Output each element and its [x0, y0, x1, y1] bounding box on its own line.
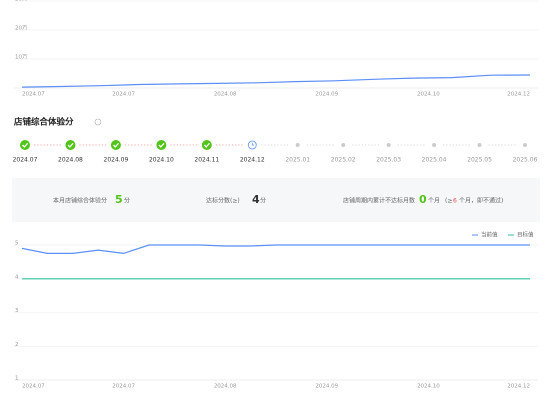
timeline-month: 2025.06: [513, 157, 538, 164]
y-tick-label: 20万: [15, 25, 28, 32]
status-future-icon: [523, 143, 527, 147]
timeline-month: 2024.09: [104, 157, 129, 164]
check-mark: [22, 142, 29, 148]
summary-value: 5: [115, 193, 123, 206]
summary-unit: 个月: [428, 198, 440, 205]
timeline-month: 2024.11: [194, 157, 219, 164]
summary-value: 4: [252, 193, 260, 206]
summary-unit: 分: [260, 197, 266, 205]
x-tick-label: 2024.09: [315, 92, 338, 98]
x-tick-label: 2024.07: [22, 92, 45, 98]
timeline-month: 2024.10: [149, 157, 174, 164]
timeline-month: 2024.08: [58, 157, 83, 164]
status-future-icon: [295, 143, 300, 147]
summary-label: 本月店铺综合体验分: [53, 197, 107, 205]
y-tick-label: 1: [15, 376, 19, 382]
clock-hand: [251, 142, 255, 146]
timeline-month: 2025.03: [376, 157, 401, 164]
x-tick-label: 2024.08: [214, 384, 237, 390]
status-done-icon: [20, 140, 30, 150]
timeline-month: 2024.12: [240, 157, 265, 164]
x-tick-label: 2024.12: [507, 92, 530, 98]
timeline-month: 2025.02: [331, 157, 356, 164]
line-series: [21, 74, 531, 88]
legend-label: 目标值: [517, 231, 534, 239]
y-tick-label: 10万: [15, 54, 28, 61]
x-tick-label: 2024.07: [112, 384, 135, 390]
check-mark: [113, 142, 119, 148]
check-mark: [203, 142, 210, 148]
x-tick-label: 2024.07: [22, 384, 45, 390]
summary-rule: 6: [453, 198, 457, 205]
check-mark: [158, 142, 165, 148]
timeline-month: 2025.05: [467, 157, 492, 164]
summary-value: 0: [419, 193, 427, 206]
y-tick-label: 3: [15, 308, 19, 314]
x-tick-label: 2024.12: [507, 384, 530, 390]
status-done-icon: [110, 140, 121, 150]
y-tick-label: 5: [15, 241, 19, 247]
line-series: [21, 244, 530, 255]
check-mark: [67, 142, 74, 148]
status-done-icon: [65, 140, 76, 150]
summary-label: 店铺周期内累计不达标月数: [343, 197, 415, 205]
x-tick-label: 2024.07: [112, 92, 135, 98]
summary-box: [12, 178, 540, 222]
y-tick-label: 2: [15, 342, 19, 348]
summary-rule: (≥: [445, 198, 452, 205]
timeline-month: 2025.01: [285, 157, 310, 164]
status-future-icon: [341, 143, 346, 147]
status-future-icon: [432, 143, 437, 147]
status-future-icon: [477, 143, 482, 147]
status-done-icon: [201, 140, 212, 150]
summary-rule: 个月，即不通过): [459, 197, 503, 205]
x-tick-label: 2024.10: [417, 384, 440, 390]
x-tick-label: 2024.10: [417, 92, 440, 98]
help-icon: [94, 118, 102, 126]
timeline-month: 2024.07: [13, 157, 38, 164]
timeline-month: 2025.04: [422, 157, 447, 164]
summary-label: 达标分数(≥): [206, 197, 240, 205]
y-tick-label: 4: [15, 274, 19, 280]
legend-label: 当前值: [481, 231, 498, 239]
status-done-icon: [156, 140, 167, 150]
x-tick-label: 2024.08: [214, 92, 237, 98]
x-tick-label: 2024.09: [315, 384, 338, 390]
summary-unit: 分: [124, 197, 130, 205]
section-title: 店铺综合体验分: [13, 117, 74, 128]
status-future-icon: [386, 143, 391, 147]
